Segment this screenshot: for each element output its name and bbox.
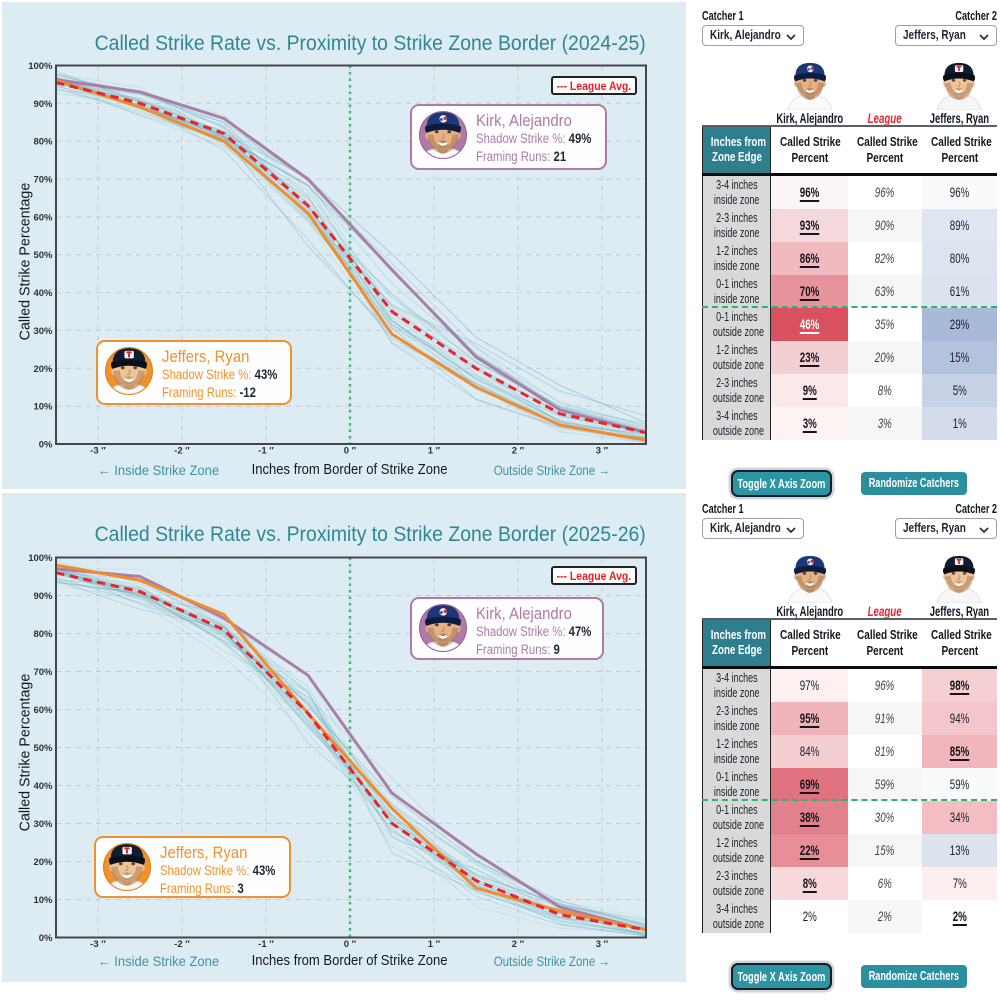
svg-text:100%: 100% [28, 61, 53, 72]
svg-text:80%: 80% [33, 137, 53, 148]
svg-text:60%: 60% [33, 705, 53, 716]
svg-text:60%: 60% [33, 212, 53, 223]
svg-text:-3 ″: -3 ″ [90, 446, 106, 457]
svg-text:80%: 80% [33, 629, 53, 640]
svg-text:0%: 0% [39, 440, 53, 451]
svg-text:0 ″: 0 ″ [344, 939, 357, 950]
svg-text:2 ″: 2 ″ [512, 446, 525, 457]
svg-text:70%: 70% [33, 175, 53, 186]
svg-text:3 ″: 3 ″ [596, 939, 609, 950]
svg-text:70%: 70% [33, 667, 53, 678]
svg-text:50%: 50% [33, 743, 53, 754]
svg-text:10%: 10% [33, 402, 53, 413]
svg-text:100%: 100% [28, 553, 53, 564]
svg-text:40%: 40% [33, 288, 53, 299]
svg-text:30%: 30% [33, 326, 53, 337]
svg-text:90%: 90% [33, 591, 53, 602]
svg-text:40%: 40% [33, 781, 53, 792]
svg-text:1 ″: 1 ″ [428, 446, 441, 457]
svg-text:-1 ″: -1 ″ [258, 446, 274, 457]
svg-text:90%: 90% [33, 99, 53, 110]
svg-text:3 ″: 3 ″ [596, 446, 609, 457]
svg-text:1 ″: 1 ″ [428, 939, 441, 950]
svg-text:10%: 10% [33, 895, 53, 906]
svg-text:-2 ″: -2 ″ [174, 446, 190, 457]
svg-text:20%: 20% [33, 364, 53, 375]
svg-text:-1 ″: -1 ″ [258, 939, 274, 950]
svg-text:-3 ″: -3 ″ [90, 939, 106, 950]
svg-text:50%: 50% [33, 250, 53, 261]
svg-text:30%: 30% [33, 819, 53, 830]
svg-text:0%: 0% [39, 933, 53, 944]
svg-text:0 ″: 0 ″ [344, 446, 357, 457]
svg-text:2 ″: 2 ″ [512, 939, 525, 950]
svg-text:20%: 20% [33, 857, 53, 868]
svg-text:-2 ″: -2 ″ [174, 939, 190, 950]
